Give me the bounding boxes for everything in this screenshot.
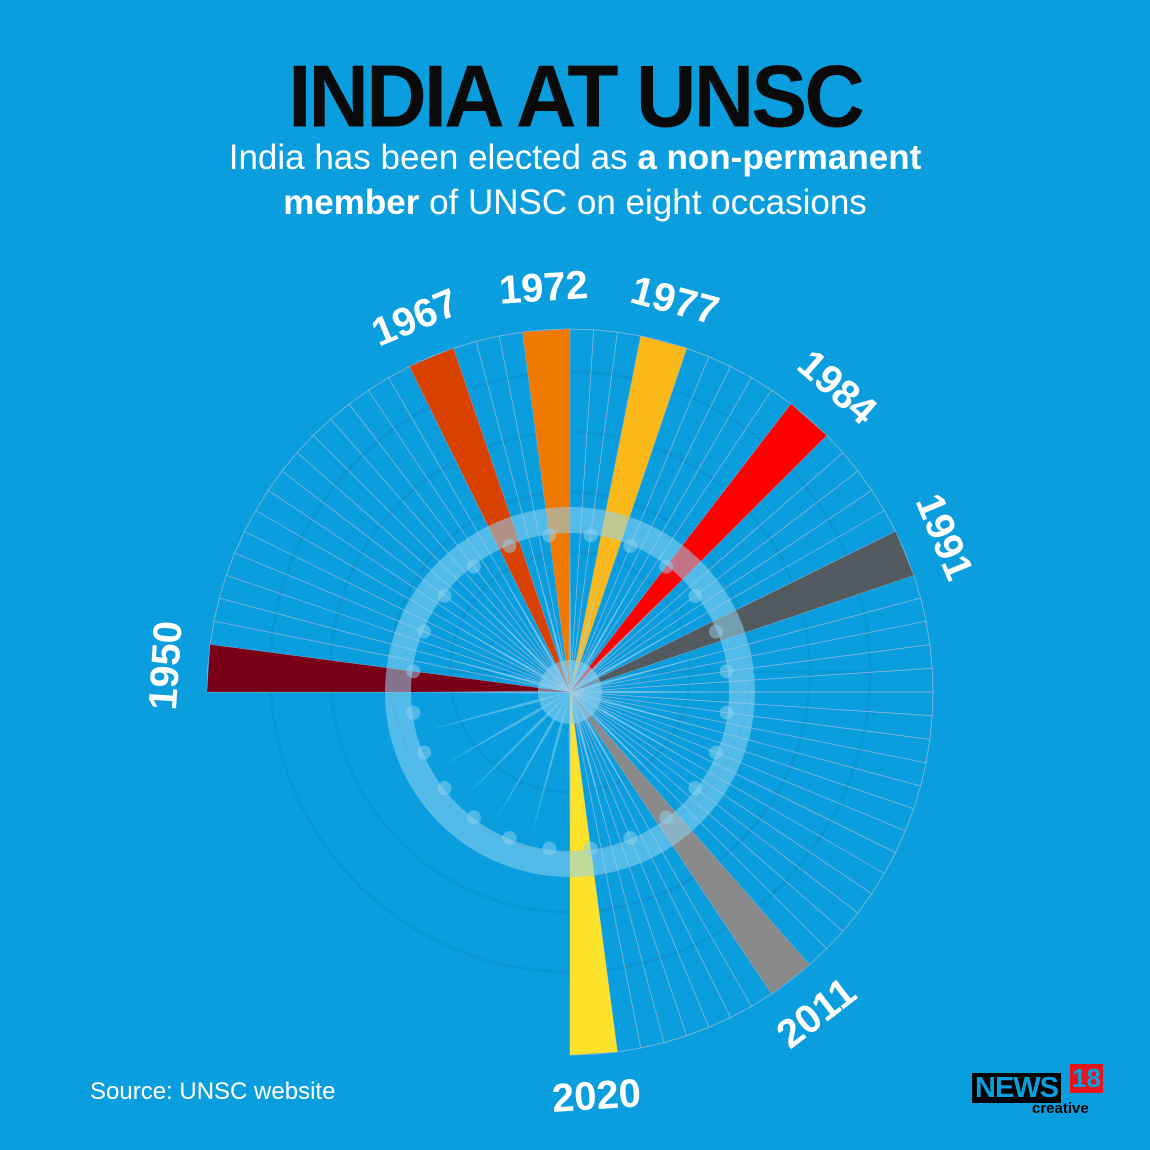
chakra-bead: [417, 745, 432, 760]
chakra-spoke: [570, 692, 677, 799]
term-label-1991: 1991: [907, 487, 982, 586]
chakra-bead: [417, 624, 432, 639]
chakra-bead: [719, 664, 734, 679]
chakra-rim: [385, 507, 755, 877]
term-label-1967: 1967: [365, 280, 464, 355]
term-wedge-1991: [570, 531, 914, 692]
term-wedge-1977: [570, 335, 687, 692]
chakra-bead: [502, 539, 517, 554]
chakra-bead: [542, 841, 557, 856]
term-label-1950: 1950: [141, 620, 191, 712]
chakra-spoke: [568, 542, 572, 692]
outer-edge: [206, 328, 934, 1056]
term-label-2020: 2020: [551, 1071, 643, 1121]
chakra-spoke: [570, 692, 645, 822]
news18-logo: NEWS 18 creative: [972, 1062, 1103, 1118]
chakra-spoke: [440, 692, 570, 767]
chakra-spoke: [425, 653, 570, 692]
chakra-spoke: [440, 617, 570, 692]
chakra-spoke: [495, 562, 570, 692]
chakra-spoke: [570, 692, 700, 767]
chakra-bead: [623, 539, 638, 554]
term-wedge-1984: [570, 404, 827, 692]
chakra-hub: [538, 660, 602, 724]
source-note: Source: UNSC website: [90, 1078, 336, 1105]
subtitle-line-1: India has been elected as a non-permanen…: [228, 138, 922, 177]
term-wedges: [207, 329, 914, 1055]
term-label-1977: 1977: [626, 268, 723, 334]
chakra-spoke: [570, 692, 609, 837]
subtitle-line-2: member of UNSC on eight occasions: [283, 183, 867, 222]
chakra-bead: [406, 664, 421, 679]
chakra-spoke: [570, 617, 700, 692]
chakra-spoke: [568, 692, 572, 842]
chakra-bead: [659, 810, 674, 825]
chakra-bead: [719, 705, 734, 720]
chakra-bead: [406, 705, 421, 720]
chakra-bead: [437, 588, 452, 603]
chakra-bead: [623, 830, 638, 845]
chakra-spoke: [531, 547, 570, 692]
chakra-spoke: [570, 585, 677, 692]
chakra-bead: [659, 559, 674, 574]
chakra-bead: [708, 624, 723, 639]
term-wedge-2011: [570, 692, 810, 994]
chakra-bead: [708, 745, 723, 760]
chakra-bead: [466, 559, 481, 574]
term-wedge-1967: [409, 348, 570, 692]
page-title: INDIA AT UNSC: [288, 46, 865, 146]
chakra-bead: [542, 528, 557, 543]
chakra-spoke: [420, 690, 570, 694]
chakra-spoke: [531, 692, 570, 837]
chakra-spoke: [425, 692, 570, 731]
chakra-spoke: [570, 692, 715, 731]
chakra-spoke: [570, 547, 609, 692]
chakra-bead: [583, 841, 598, 856]
chakra-bead: [583, 528, 598, 543]
chakra-bead: [502, 830, 517, 845]
chakra-spoke: [495, 692, 570, 822]
chakra-bead: [437, 781, 452, 796]
chakra-spoke: [570, 690, 720, 694]
chakra-spoke: [463, 692, 570, 799]
chakra-wheel: [385, 507, 755, 877]
term-label-1972: 1972: [498, 263, 590, 313]
chakra-bead: [688, 588, 703, 603]
chakra-spoke: [570, 562, 645, 692]
chakra-spoke: [570, 653, 715, 692]
chakra-spoke: [463, 585, 570, 692]
chakra-bead: [466, 810, 481, 825]
chakra-bead: [688, 781, 703, 796]
